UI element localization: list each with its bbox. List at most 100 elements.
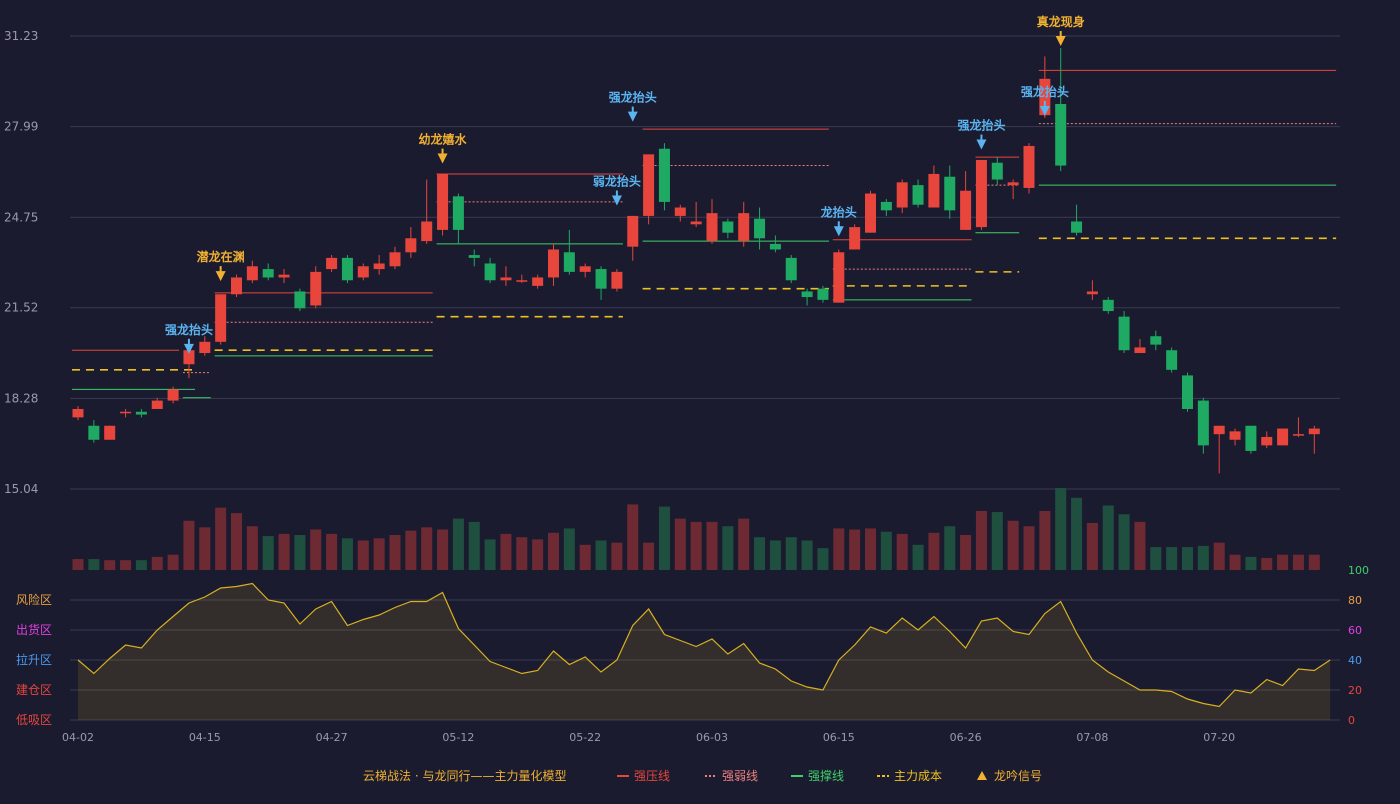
x-tick-label: 04-27 <box>316 731 348 744</box>
volume-bar <box>690 521 702 570</box>
candle-body <box>658 148 670 202</box>
zone-label: 出货区 <box>16 622 52 637</box>
candle-body <box>1055 103 1067 166</box>
volume-bar <box>151 556 163 570</box>
candle-body <box>1166 350 1178 370</box>
candle-body <box>468 255 480 258</box>
volume-bar <box>246 526 258 570</box>
volume-bar <box>326 533 338 570</box>
volume-bar <box>1245 556 1257 570</box>
candle-body <box>1229 431 1241 440</box>
signal-arrow-icon <box>833 226 844 237</box>
volume-bar <box>532 539 544 570</box>
volume-bar <box>294 535 306 570</box>
candle-body <box>452 196 464 230</box>
oscillator-tick-label: 100 <box>1348 564 1369 577</box>
signal-arrow-icon <box>437 153 448 164</box>
volume-bar <box>1023 526 1035 570</box>
zone-label: 低吸区 <box>16 713 52 727</box>
signal-label: 龙抬头 <box>821 204 857 219</box>
volume-bar <box>1166 547 1178 570</box>
candle-body <box>516 280 528 282</box>
candle-body <box>1277 428 1289 446</box>
volume-bar <box>88 559 100 570</box>
x-tick-label: 07-20 <box>1203 731 1235 744</box>
candle-body <box>1182 375 1193 409</box>
volume-bar <box>833 528 845 570</box>
volume-bar <box>944 526 956 570</box>
candle-body <box>135 411 147 415</box>
candle-body <box>294 291 306 309</box>
signal-label: 潜龙在渊 <box>197 249 245 264</box>
candle-body <box>880 201 892 211</box>
oscillator-tick-label: 60 <box>1348 624 1362 637</box>
candle-body <box>88 425 100 440</box>
candle-body <box>104 425 116 440</box>
candle-body <box>310 271 322 306</box>
candle-body <box>341 257 353 281</box>
oscillator-tick-label: 0 <box>1348 714 1355 727</box>
volume-bar <box>167 554 179 570</box>
signal-label: 真龙现身 <box>1037 14 1085 29</box>
volume-bar <box>421 527 433 570</box>
volume-bar <box>183 520 195 570</box>
volume-bar <box>389 535 401 570</box>
volume-bar <box>405 530 417 570</box>
candle-body <box>769 243 781 250</box>
signal-arrow-icon <box>611 195 622 206</box>
volume-bar <box>817 548 829 570</box>
volume-bar <box>1229 554 1241 570</box>
candle-body <box>754 218 766 239</box>
legend-title: 云梯战法 · 与龙同行——主力量化模型 <box>363 769 566 783</box>
volume-bar <box>563 528 575 570</box>
legend-item-label: 强压线 <box>634 769 670 783</box>
candle-body <box>72 408 84 418</box>
x-tick-label: 07-08 <box>1076 731 1108 744</box>
legend-item-label: 强弱线 <box>722 769 758 783</box>
volume-bar <box>120 560 132 570</box>
volume-bar <box>437 529 449 570</box>
candle-body <box>865 193 876 233</box>
volume-bar <box>865 528 876 570</box>
volume-bar <box>722 526 734 570</box>
oscillator-tick-label: 40 <box>1348 654 1362 667</box>
volume-bar <box>548 532 559 570</box>
volume-bar <box>912 544 924 570</box>
volume-bar <box>991 512 1003 570</box>
candle-body <box>1245 425 1257 451</box>
candle-body <box>738 213 750 242</box>
volume-bar <box>643 542 655 570</box>
x-tick-label: 05-22 <box>569 731 601 744</box>
candle-body <box>1150 336 1162 345</box>
candle-body <box>722 221 734 233</box>
candle-body <box>548 249 559 278</box>
candle-body <box>1213 425 1225 435</box>
volume-bar <box>658 506 670 570</box>
candle-body <box>944 176 956 211</box>
volume-bar <box>880 531 892 570</box>
candle-body <box>706 213 718 242</box>
candle-body <box>357 266 369 278</box>
volume-bar <box>706 521 718 570</box>
volume-bar <box>199 527 211 570</box>
volume-bar <box>357 540 369 570</box>
candle-body <box>912 185 924 205</box>
zone-label: 建仓区 <box>16 683 52 697</box>
volume-bar <box>1086 522 1098 570</box>
candle-body <box>643 154 655 216</box>
signal-arrow-icon <box>215 271 226 282</box>
candle-body <box>183 350 195 365</box>
signal-arrow-icon <box>627 111 638 122</box>
y-tick-label: 24.75 <box>4 210 38 224</box>
signal-label: 幼龙嬉水 <box>419 132 468 147</box>
volume-bar <box>754 537 766 570</box>
candle-body <box>595 269 607 289</box>
signal-arrow-icon <box>183 343 194 354</box>
volume-bar <box>1007 520 1019 570</box>
candle-body <box>690 221 702 225</box>
volume-bar <box>1292 554 1304 570</box>
signal-label: 弱龙抬头 <box>593 174 641 189</box>
volume-bar <box>262 536 274 570</box>
volume-bar <box>1197 545 1209 570</box>
